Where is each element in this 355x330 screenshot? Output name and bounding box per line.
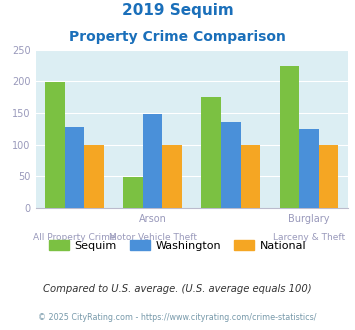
Text: Larceny & Theft: Larceny & Theft	[273, 233, 345, 242]
Text: Property Crime Comparison: Property Crime Comparison	[69, 30, 286, 44]
Text: Arson: Arson	[139, 214, 166, 224]
Bar	[241, 145, 260, 208]
Text: Burglary: Burglary	[288, 214, 329, 224]
Bar	[65, 127, 84, 208]
Bar	[319, 145, 338, 208]
Text: 2019 Sequim: 2019 Sequim	[122, 3, 233, 18]
Bar	[280, 66, 299, 208]
Bar	[124, 177, 143, 208]
Bar	[202, 97, 221, 208]
Text: Compared to U.S. average. (U.S. average equals 100): Compared to U.S. average. (U.S. average …	[43, 284, 312, 294]
Legend: Sequim, Washington, National: Sequim, Washington, National	[44, 235, 311, 255]
Text: © 2025 CityRating.com - https://www.cityrating.com/crime-statistics/: © 2025 CityRating.com - https://www.city…	[38, 314, 317, 322]
Bar	[84, 145, 104, 208]
Bar	[299, 129, 319, 208]
Bar	[163, 145, 182, 208]
Bar	[221, 122, 241, 208]
Text: Motor Vehicle Theft: Motor Vehicle Theft	[109, 233, 197, 242]
Bar	[143, 114, 163, 208]
Bar	[45, 82, 65, 208]
Text: All Property Crime: All Property Crime	[33, 233, 116, 242]
